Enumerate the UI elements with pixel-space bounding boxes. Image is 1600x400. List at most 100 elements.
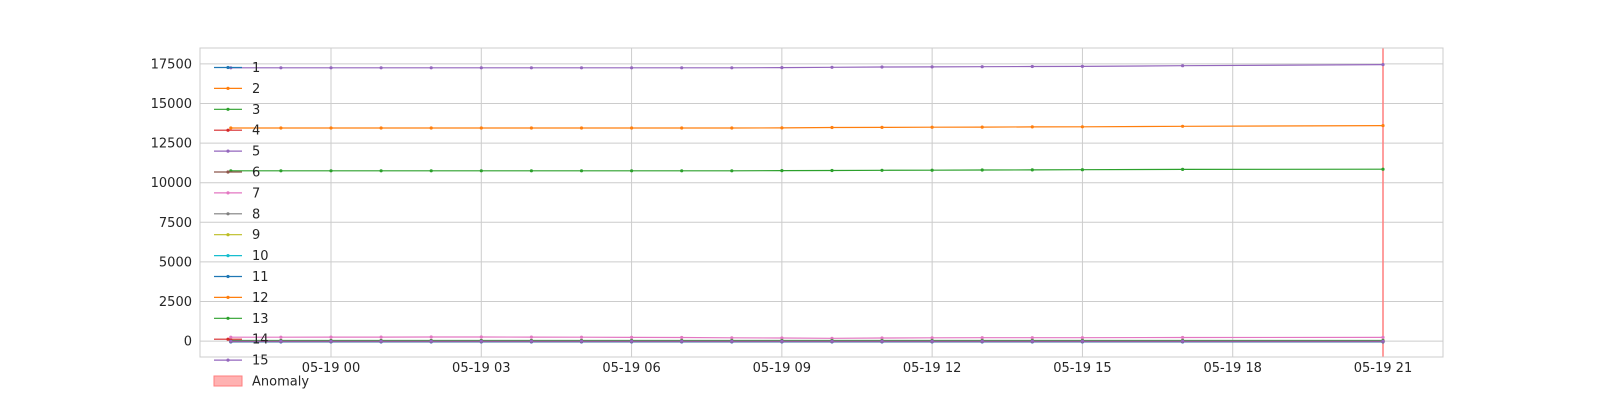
x-tick-label: 05-19 18 <box>1203 361 1261 376</box>
data-point <box>1381 124 1385 128</box>
x-tick-label: 05-19 06 <box>602 361 660 376</box>
data-point <box>329 339 333 343</box>
x-tick-label: 05-19 15 <box>1053 361 1111 376</box>
data-point <box>630 335 634 339</box>
data-point <box>880 168 884 172</box>
series-line <box>230 336 1384 339</box>
legend-label: 6 <box>252 166 260 181</box>
y-tick-label: 5000 <box>159 255 192 270</box>
data-point <box>529 126 534 130</box>
data-point <box>1181 339 1185 343</box>
data-point <box>229 339 233 343</box>
data-point <box>930 125 934 129</box>
legend-label: 11 <box>252 270 269 285</box>
y-tick-label: 2500 <box>159 295 192 310</box>
data-point <box>830 168 834 173</box>
y-tick-label: 10000 <box>151 176 192 191</box>
legend-marker <box>226 65 230 70</box>
series-line <box>230 64 1384 69</box>
x-tick-label: 05-19 00 <box>302 361 360 376</box>
data-point <box>830 125 834 130</box>
data-point <box>830 336 834 340</box>
legend-item-1: 1 <box>214 61 260 76</box>
data-point <box>379 126 383 130</box>
legend-label: 7 <box>252 186 260 201</box>
legend-label: 1 <box>252 61 260 76</box>
series-lines <box>229 63 1385 344</box>
data-point <box>680 339 684 343</box>
legend-label: 12 <box>252 291 269 306</box>
legend-label: 9 <box>252 228 260 243</box>
grid <box>200 48 1443 357</box>
data-point <box>880 65 884 69</box>
data-point <box>1030 336 1034 340</box>
y-tick-label: 0 <box>184 335 192 350</box>
legend-marker <box>226 337 230 341</box>
data-point <box>329 169 333 173</box>
data-point <box>1030 64 1034 69</box>
series-line <box>230 125 1384 129</box>
data-point <box>479 126 483 130</box>
data-point <box>1080 339 1084 343</box>
data-point <box>329 126 333 130</box>
data-point <box>680 66 684 70</box>
data-point <box>229 335 233 339</box>
legend-swatch <box>213 375 243 387</box>
data-point <box>479 339 483 343</box>
y-tick-label: 12500 <box>151 137 192 152</box>
data-point <box>479 169 483 173</box>
data-point <box>1381 335 1385 339</box>
data-point <box>980 336 984 340</box>
data-point <box>329 335 333 339</box>
legend-label: 10 <box>252 249 269 264</box>
data-point <box>1080 125 1084 129</box>
legend-marker <box>226 191 230 195</box>
legend-marker <box>226 128 230 132</box>
data-point <box>529 66 534 70</box>
x-tick-label: 05-19 12 <box>903 361 961 376</box>
legend-item-7: 7 <box>214 186 260 201</box>
data-point <box>1381 339 1385 343</box>
data-point <box>429 126 433 130</box>
legend-label: Anomaly <box>252 375 309 390</box>
legend-item-10: 10 <box>214 249 269 264</box>
data-point <box>730 169 734 173</box>
series-7 <box>229 335 1385 340</box>
x-tick-label: 05-19 09 <box>753 361 811 376</box>
data-point <box>279 339 283 343</box>
y-tick-label: 7500 <box>159 216 192 231</box>
legend-label: 15 <box>252 354 269 369</box>
data-point <box>1080 64 1084 68</box>
legend-item-15: 15 <box>214 354 269 369</box>
data-point <box>780 336 784 340</box>
data-point <box>930 65 934 69</box>
series-15 <box>229 339 1385 343</box>
data-point <box>379 169 383 173</box>
data-point <box>730 126 734 130</box>
legend-item-8: 8 <box>214 207 260 222</box>
data-point <box>379 339 383 343</box>
data-point <box>680 126 684 130</box>
legend-marker <box>226 212 230 216</box>
legend-item-13: 13 <box>214 312 269 327</box>
legend-marker <box>226 316 230 320</box>
y-tick-label: 17500 <box>151 57 192 72</box>
legend-label: 3 <box>252 103 260 118</box>
data-point <box>579 126 584 130</box>
data-point <box>980 65 984 69</box>
data-point <box>379 66 383 70</box>
data-point <box>1030 168 1034 172</box>
legend-label: 2 <box>252 82 260 97</box>
legend-item-12: 12 <box>214 291 269 306</box>
data-point <box>579 335 584 339</box>
data-point <box>1080 168 1084 172</box>
data-point <box>529 335 534 339</box>
data-point <box>1381 63 1385 67</box>
data-point <box>780 66 784 70</box>
legend-marker <box>226 274 230 279</box>
data-point <box>429 339 433 343</box>
data-point <box>1181 64 1185 68</box>
legend-label: 14 <box>252 333 269 348</box>
data-point <box>630 169 634 173</box>
